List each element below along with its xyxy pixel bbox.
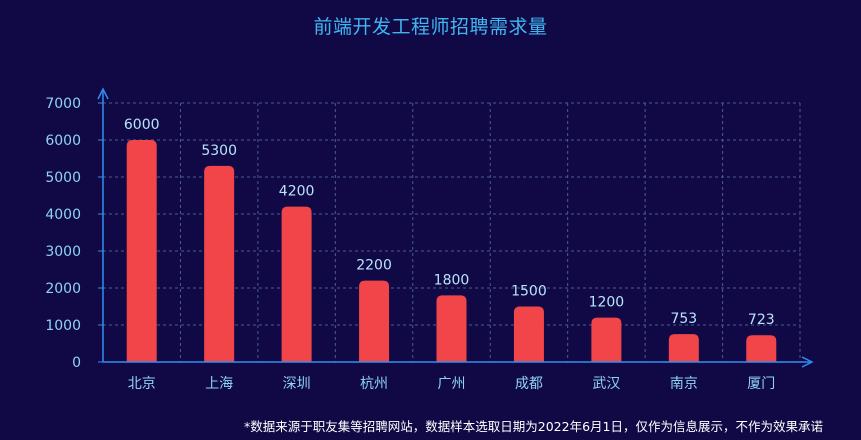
footnote: *数据来源于职友集等招聘网站，数据样本选取日期为2022年6月1日，仅作为信息展… bbox=[244, 419, 823, 434]
data-label: 753 bbox=[670, 311, 697, 327]
bar-2[interactable] bbox=[281, 206, 312, 362]
data-label: 1200 bbox=[589, 295, 625, 311]
x-tick-label: 成都 bbox=[515, 376, 543, 392]
bar-3[interactable] bbox=[359, 280, 390, 362]
y-tick-label: 1000 bbox=[45, 318, 81, 334]
bar-1[interactable] bbox=[204, 165, 235, 362]
data-label: 5300 bbox=[201, 143, 237, 159]
x-tick-label: 深圳 bbox=[283, 376, 311, 392]
axes bbox=[97, 87, 814, 368]
y-tick-label: 0 bbox=[72, 355, 81, 371]
y-tick-label: 6000 bbox=[45, 133, 81, 149]
bars bbox=[126, 140, 777, 363]
bar-7[interactable] bbox=[668, 334, 699, 362]
data-label: 4200 bbox=[279, 184, 315, 200]
bar-4[interactable] bbox=[436, 295, 467, 362]
chart-title: 前端开发工程师招聘需求量 bbox=[313, 16, 548, 38]
x-tick-label: 上海 bbox=[205, 376, 233, 392]
x-tick-label: 杭州 bbox=[360, 376, 388, 392]
data-label: 6000 bbox=[124, 117, 160, 133]
y-axis-arrow bbox=[97, 87, 109, 100]
y-tick-label: 2000 bbox=[45, 281, 81, 297]
x-axis-arrow bbox=[801, 356, 814, 368]
x-tick-label: 北京 bbox=[128, 376, 156, 392]
x-tick-label: 南京 bbox=[670, 376, 698, 392]
x-tick-label: 广州 bbox=[438, 376, 466, 392]
y-tick-label: 3000 bbox=[45, 244, 81, 260]
labels: 0 1000 2000 3000 4000 5000 6000 7000 6000 北京 5300 上… bbox=[45, 96, 775, 392]
data-label: 1500 bbox=[511, 284, 547, 300]
x-tick-label: 厦门 bbox=[747, 376, 775, 392]
data-label: 2200 bbox=[356, 258, 392, 274]
y-tick-label: 4000 bbox=[45, 207, 81, 223]
data-label: 723 bbox=[748, 312, 775, 328]
bar-0[interactable] bbox=[126, 140, 157, 362]
bar-6[interactable] bbox=[591, 317, 622, 362]
y-tick-label: 7000 bbox=[45, 96, 81, 112]
bar-8[interactable] bbox=[746, 335, 777, 362]
y-tick-label: 5000 bbox=[45, 170, 81, 186]
x-tick-label: 武汉 bbox=[592, 376, 620, 392]
bar-5[interactable] bbox=[513, 306, 544, 363]
data-label: 1800 bbox=[434, 272, 470, 288]
